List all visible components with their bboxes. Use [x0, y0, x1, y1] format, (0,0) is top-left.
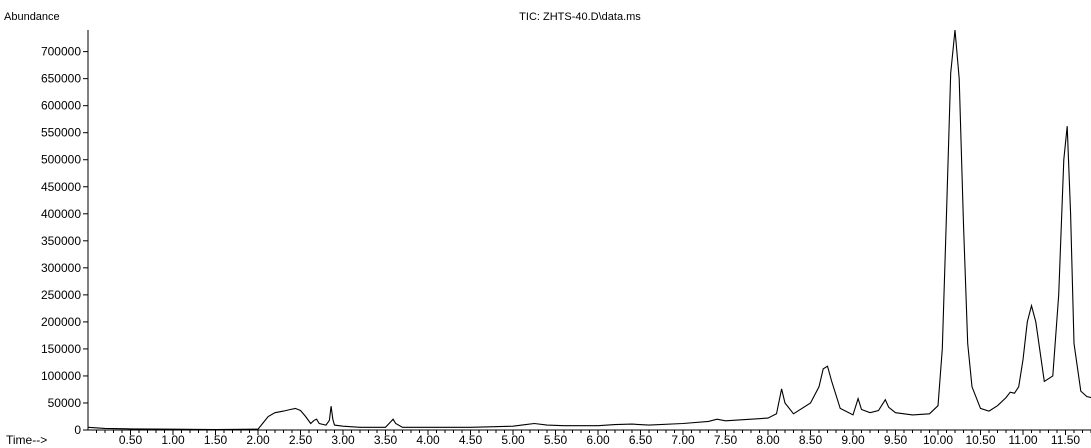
y-tick-label: 500000: [41, 153, 81, 167]
y-tick-label: 300000: [41, 261, 81, 275]
chart-title: TIC: ZHTS-40.D\data.ms: [519, 11, 641, 23]
x-tick-label: 5.00: [501, 433, 525, 447]
x-ticks: 0.50 1.00 1.50 2.00 2.50 3.00 3.50 4.00 4.50 5.00…: [96, 430, 1091, 447]
y-tick-label: 100000: [41, 369, 81, 383]
y-tick-label: 350000: [41, 234, 81, 248]
x-tick-label: 2.50: [289, 433, 313, 447]
y-tick-label: 250000: [41, 288, 81, 302]
y-tick-label: 600000: [41, 99, 81, 113]
x-tick-label: 2.00: [246, 433, 270, 447]
x-tick-label: 1.50: [204, 433, 228, 447]
y-tick-label: 50000: [48, 396, 82, 410]
x-tick-label: 10.00: [923, 433, 953, 447]
x-tick-label: 7.50: [714, 433, 738, 447]
x-tick-label: 9.50: [884, 433, 908, 447]
y-tick-label: 400000: [41, 207, 81, 221]
x-tick-label: 3.00: [331, 433, 355, 447]
x-tick-label: 6.00: [586, 433, 610, 447]
y-tick-label: 650000: [41, 72, 81, 86]
y-tick-label: 450000: [41, 180, 81, 194]
x-tick-label: 4.00: [416, 433, 440, 447]
x-tick-label: 11.50: [1051, 433, 1080, 447]
y-tick-label: 550000: [41, 126, 81, 140]
tic-trace-line: [87, 29, 1091, 431]
x-axis-title: Time-->: [6, 433, 47, 447]
x-tick-label: 3.50: [374, 433, 398, 447]
x-tick-label: 1.00: [161, 433, 185, 447]
y-tick-label: 0: [74, 423, 81, 437]
x-tick-label: 11.00: [1008, 433, 1037, 447]
x-tick-label: 0.50: [119, 433, 143, 447]
y-tick-label: 700000: [41, 45, 81, 59]
y-tick-label: 200000: [41, 315, 81, 329]
y-axis-title: Abundance: [4, 11, 60, 23]
x-tick-label: 6.50: [629, 433, 653, 447]
x-tick-label: 4.50: [459, 433, 483, 447]
x-tick-label: 9.00: [841, 433, 865, 447]
y-ticks: 0 50000 100000 150000 200000 250000 300000 3500…: [41, 45, 88, 437]
x-tick-label: 8.00: [756, 433, 780, 447]
x-tick-label: 8.50: [799, 433, 823, 447]
x-tick-label: 10.50: [965, 433, 995, 447]
x-tick-label: 5.50: [544, 433, 568, 447]
x-tick-label: 7.00: [671, 433, 695, 447]
y-tick-label: 150000: [41, 342, 81, 356]
